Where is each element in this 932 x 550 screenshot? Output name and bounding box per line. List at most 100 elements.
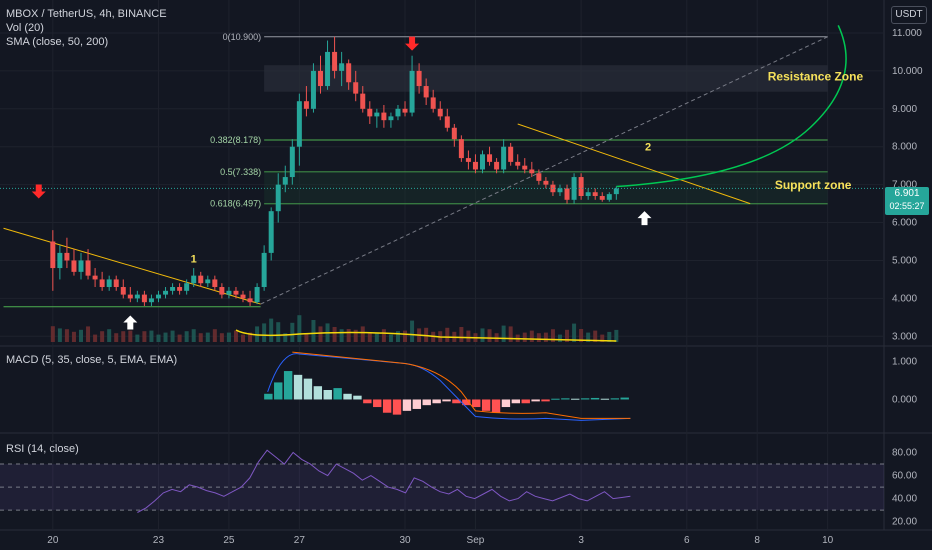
fib-level-label: 0(10.900)	[223, 32, 262, 42]
volume-bar	[586, 332, 591, 342]
descending-trendline	[517, 123, 751, 205]
volume-bar	[508, 326, 513, 342]
volume-sma-line	[235, 329, 617, 342]
candle-body	[254, 287, 260, 303]
volume-bar	[487, 329, 492, 342]
candle-body	[170, 287, 176, 291]
candle-body	[332, 51, 338, 71]
price-tick-label: 4.000	[892, 293, 917, 304]
volume-bar	[276, 322, 281, 342]
rsi-pane-label[interactable]: RSI (14, close)	[6, 443, 79, 455]
candle-body	[148, 298, 154, 303]
resistance-zone-label: Resistance Zone	[768, 69, 864, 83]
volume-bar	[50, 326, 55, 342]
volume-bar	[219, 333, 224, 342]
volume-bar	[480, 328, 485, 342]
volume-bar	[269, 318, 274, 342]
symbol-title[interactable]: MBOX / TetherUS, 4h, BINANCE	[6, 8, 167, 20]
volume-bar	[374, 332, 379, 342]
macd-histogram-bar	[313, 386, 323, 400]
up-arrow-icon	[637, 211, 652, 226]
candle-body	[592, 192, 598, 197]
candle-body	[64, 252, 70, 261]
macd-histogram-bar	[481, 399, 491, 411]
macd-histogram-bar	[422, 399, 431, 406]
candle-body	[472, 161, 478, 170]
candle-body	[106, 279, 112, 288]
volume-indicator-label[interactable]: Vol (20)	[6, 22, 44, 34]
macd-histogram-bar	[580, 398, 590, 400]
candle-body	[585, 192, 591, 197]
candle-body	[402, 108, 408, 113]
volume-bar	[360, 326, 365, 342]
volume-bar	[318, 326, 323, 342]
volume-bar	[600, 334, 605, 342]
candle-body	[325, 51, 331, 87]
macd-histogram-bar	[373, 399, 382, 408]
macd-histogram-bar	[491, 399, 501, 413]
candle-body	[247, 298, 253, 303]
bar-countdown: 02:55:27	[889, 201, 925, 211]
volume-bar	[536, 333, 541, 342]
volume-bar	[529, 330, 534, 342]
macd-histogram-bar	[303, 378, 313, 400]
candle-body	[515, 161, 521, 166]
macd-histogram-bar	[323, 390, 332, 400]
volume-bar	[191, 329, 196, 342]
candle-body	[261, 252, 267, 288]
volume-bar	[71, 331, 76, 342]
time-tick-label: 3	[578, 535, 584, 546]
candle-body	[120, 287, 126, 295]
time-tick-label: 10	[822, 535, 834, 546]
volume-bar	[339, 329, 344, 342]
volume-bar	[128, 330, 133, 342]
candle-body	[437, 108, 443, 117]
macd-histogram-bar	[363, 399, 372, 404]
candle-body	[423, 86, 429, 98]
fib-level-label: 0.5(7.338)	[220, 167, 261, 177]
candle-body	[282, 177, 288, 185]
volume-bar	[353, 329, 358, 342]
candle-body	[557, 188, 563, 193]
candle-body	[71, 260, 77, 272]
fib-level-label: 0.382(8.178)	[210, 135, 261, 145]
currency-selector[interactable]: USDT	[891, 6, 927, 24]
volume-bar	[445, 327, 450, 342]
volume-bar	[262, 323, 267, 342]
macd-histogram-bar	[293, 374, 303, 400]
candle-body	[501, 146, 507, 170]
down-arrow-icon	[405, 36, 420, 51]
volume-bar	[459, 327, 464, 342]
volume-bar	[283, 333, 288, 342]
price-tick-label: 3.000	[892, 331, 917, 342]
macd-signal-line	[292, 351, 631, 419]
candle-body	[416, 70, 422, 87]
time-tick-label: 25	[223, 535, 235, 546]
price-tick-label: 10.000	[892, 66, 923, 77]
candle-body	[543, 180, 549, 185]
candle-body	[268, 211, 274, 253]
macd-pane-label[interactable]: MACD (5, 35, close, 5, EMA, EMA)	[6, 354, 178, 366]
volume-bar	[424, 327, 429, 342]
candle-body	[303, 101, 309, 109]
price-tick-label: 11.000	[892, 28, 922, 39]
volume-bar	[367, 333, 372, 342]
candle-body	[487, 154, 493, 162]
support-zone-label: Support zone	[775, 178, 852, 192]
volume-bar	[135, 334, 140, 342]
volume-bar	[579, 329, 584, 342]
volume-bar	[163, 332, 168, 342]
volume-bar	[241, 334, 246, 342]
macd-histogram-bar	[531, 399, 540, 402]
sma-indicator-label[interactable]: SMA (close, 50, 200)	[6, 36, 109, 48]
candle-body	[240, 294, 246, 299]
volume-bar	[212, 329, 217, 342]
candle-body	[339, 63, 345, 71]
macd-histogram-bar	[412, 399, 422, 409]
volume-bar	[572, 323, 577, 342]
macd-histogram-bar	[432, 399, 441, 404]
macd-histogram-bar	[343, 393, 352, 400]
last-price-value: 6.901	[894, 188, 920, 199]
macd-histogram-bar	[283, 371, 293, 400]
